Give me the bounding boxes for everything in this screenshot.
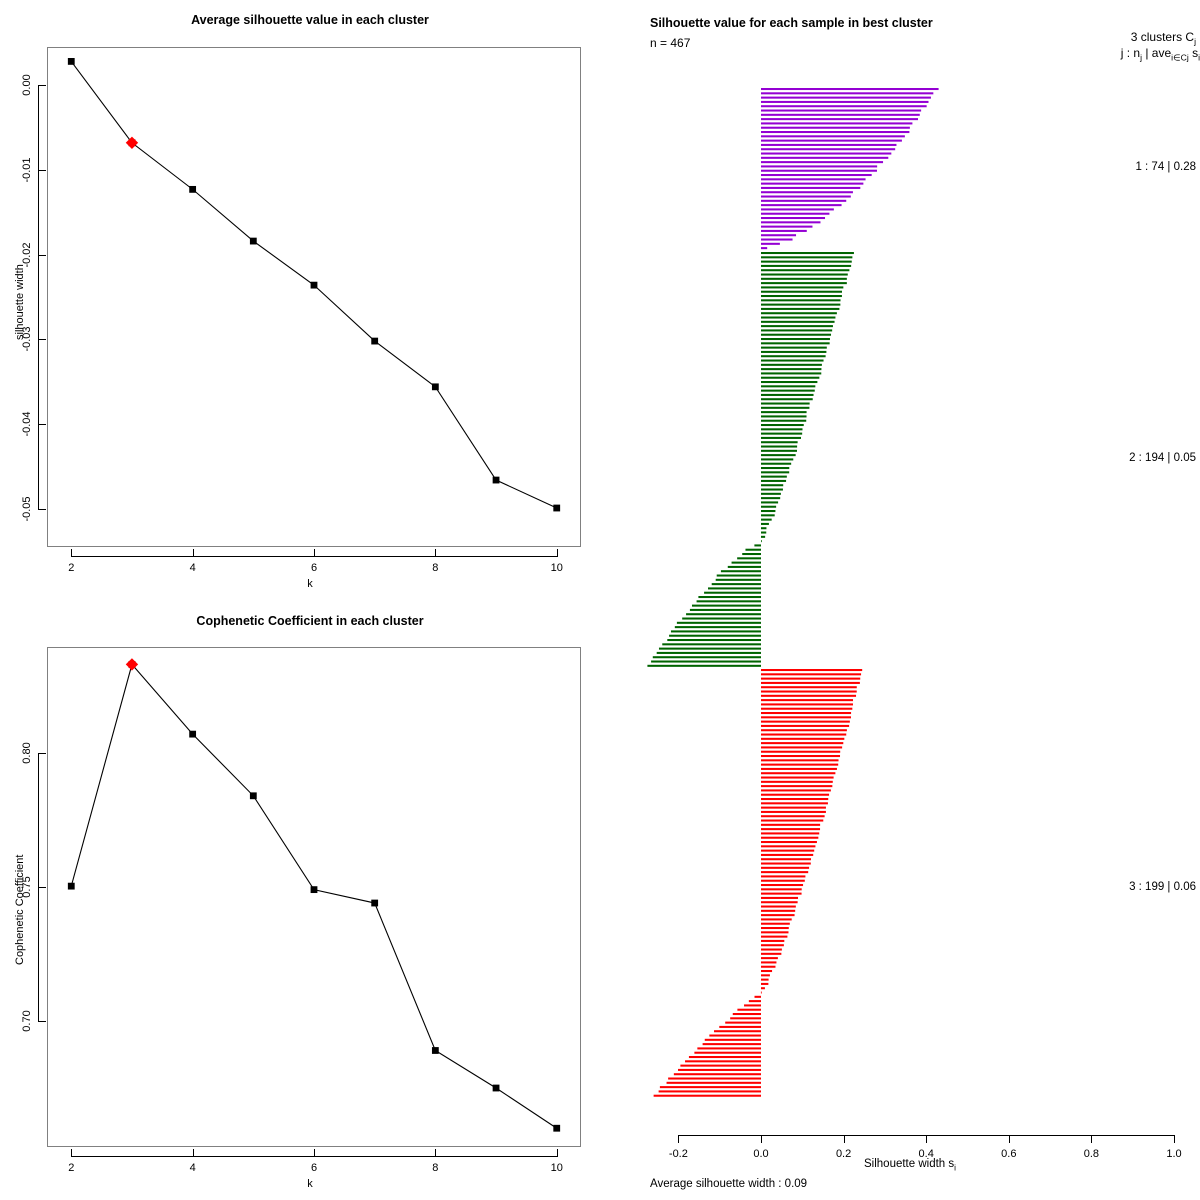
chart-title-cophenetic: Cophenetic Coefficient in each cluster (196, 614, 424, 628)
cophenetic-coefficient-chart: Cophenetic Coefficient in each cluster 0… (0, 600, 620, 1200)
cluster-subscript-j: j (1194, 36, 1196, 47)
y-axis-tick-label: -0.04 (21, 411, 33, 437)
y-axis-tick (38, 254, 46, 256)
x-axis-line (71, 1156, 557, 1157)
silhouette-plot: Silhouette value for each sample in best… (620, 0, 1200, 1200)
cluster-label-3: 3 : 199 | 0.06 (1129, 881, 1196, 893)
silhouette-title: Silhouette value for each sample in best… (650, 16, 933, 30)
x-axis-tick (71, 1149, 73, 1157)
x-axis-tick-silhouette (1174, 1135, 1175, 1143)
y-axis-tick (38, 886, 46, 888)
x-axis-tick-label-silhouette: 0.8 (1083, 1148, 1100, 1160)
legend-j-n: j : n (1120, 46, 1141, 60)
x-axis-line (71, 556, 557, 557)
n-subscript-j: j (1140, 52, 1143, 63)
x-axis-tick-silhouette (678, 1135, 680, 1143)
y-axis-line (38, 85, 39, 509)
x-axis-tick-silhouette (843, 1135, 845, 1143)
y-axis-tick-label: -0.05 (21, 496, 33, 522)
x-axis-title-cophenetic: k (307, 1178, 313, 1190)
x-axis-tick-silhouette (1091, 1135, 1093, 1143)
x-axis-tick-label-silhouette: 0.4 (918, 1148, 934, 1160)
cluster-label-2: 2 : 194 | 0.05 (1129, 452, 1196, 464)
x-axis-tick (435, 1149, 437, 1157)
plot-area-avg-silhouette (47, 47, 581, 547)
ave-subscript: i∈Cj (1171, 52, 1189, 63)
x-axis-tick-label-silhouette: 0.6 (1001, 1148, 1017, 1160)
x-axis-tick-label-silhouette: 0.0 (753, 1148, 769, 1160)
y-axis-tick (38, 508, 46, 510)
legend-s: s (1188, 46, 1199, 60)
y-axis-tick (38, 339, 46, 341)
x-axis-tick (314, 1149, 315, 1157)
silhouette-legend-line1: 3 clusters Cj (1131, 30, 1196, 46)
x-axis-tick-label-silhouette: 1.0 (1166, 1148, 1182, 1160)
x-axis-tick-silhouette (761, 1135, 762, 1143)
x-axis-tick-label: 10 (550, 1162, 563, 1174)
y-axis-tick-label: 0.70 (21, 1010, 33, 1032)
legend-ave: | ave (1142, 46, 1172, 60)
plot-area-cophenetic (47, 647, 581, 1147)
chart-title-avg-silhouette: Average silhouette value in each cluster (191, 13, 429, 27)
x-axis-tick-label: 2 (68, 1162, 75, 1174)
y-axis-title-cophenetic: Cophenetic Coefficient (14, 854, 26, 965)
y-axis-tick (38, 85, 46, 87)
x-axis-title-text: Silhouette width s (864, 1158, 955, 1170)
x-axis-tick (314, 549, 315, 557)
x-axis-tick (192, 549, 194, 557)
y-axis-tick (38, 424, 46, 426)
x-axis-tick (192, 1149, 194, 1157)
y-axis-tick (38, 1020, 46, 1022)
x-axis-tick-label: 6 (310, 562, 318, 574)
x-axis-tick-label: 8 (432, 562, 439, 574)
x-axis-tick (556, 1149, 558, 1157)
x-axis-tick-silhouette (926, 1135, 928, 1143)
average-silhouette-width-footer: Average silhouette width : 0.09 (650, 1178, 808, 1190)
y-axis-tick-label: -0.01 (21, 157, 33, 183)
x-axis-tick-label-silhouette: 0.2 (835, 1148, 852, 1160)
x-axis-tick-silhouette (1008, 1135, 1010, 1143)
y-axis-tick (38, 169, 46, 171)
x-axis-tick-label: 8 (432, 1162, 439, 1174)
x-axis-tick-label: 4 (189, 562, 196, 574)
y-axis-tick-label: 0.00 (21, 74, 33, 96)
cophenetic-series (67, 658, 561, 1132)
x-axis-title-subscript: i (954, 1163, 956, 1173)
x-axis-tick-label-silhouette: -0.2 (668, 1148, 688, 1160)
x-axis-tick (556, 549, 558, 557)
avg-silhouette-series (67, 58, 561, 512)
x-axis-tick (435, 549, 437, 557)
x-axis-title-avg-silhouette: k (307, 578, 313, 590)
y-axis-tick (38, 752, 46, 754)
x-axis-title-silhouette: Silhouette width si (620, 1158, 1200, 1172)
x-axis-tick (71, 549, 73, 557)
x-axis-tick-label: 4 (189, 1162, 196, 1174)
avg-silhouette-chart: Average silhouette value in each cluster… (0, 0, 620, 600)
y-axis-title-avg-silhouette: silhouette width (14, 264, 26, 340)
cluster-label-1: 1 : 74 | 0.28 (1135, 161, 1196, 173)
y-axis-tick-label: 0.80 (21, 742, 33, 764)
clusters-count-label: 3 clusters C (1130, 30, 1195, 44)
x-axis-tick-label: 2 (68, 562, 75, 574)
x-axis-tick-label: 10 (550, 562, 563, 574)
s-subscript-i: i (1198, 52, 1200, 63)
silhouette-sample-count: n = 467 (650, 36, 691, 50)
silhouette-bars (647, 88, 939, 1097)
x-axis-tick-label: 6 (310, 1162, 318, 1174)
silhouette-legend-line2: j : nj | avei∈Cj si (1121, 46, 1200, 63)
